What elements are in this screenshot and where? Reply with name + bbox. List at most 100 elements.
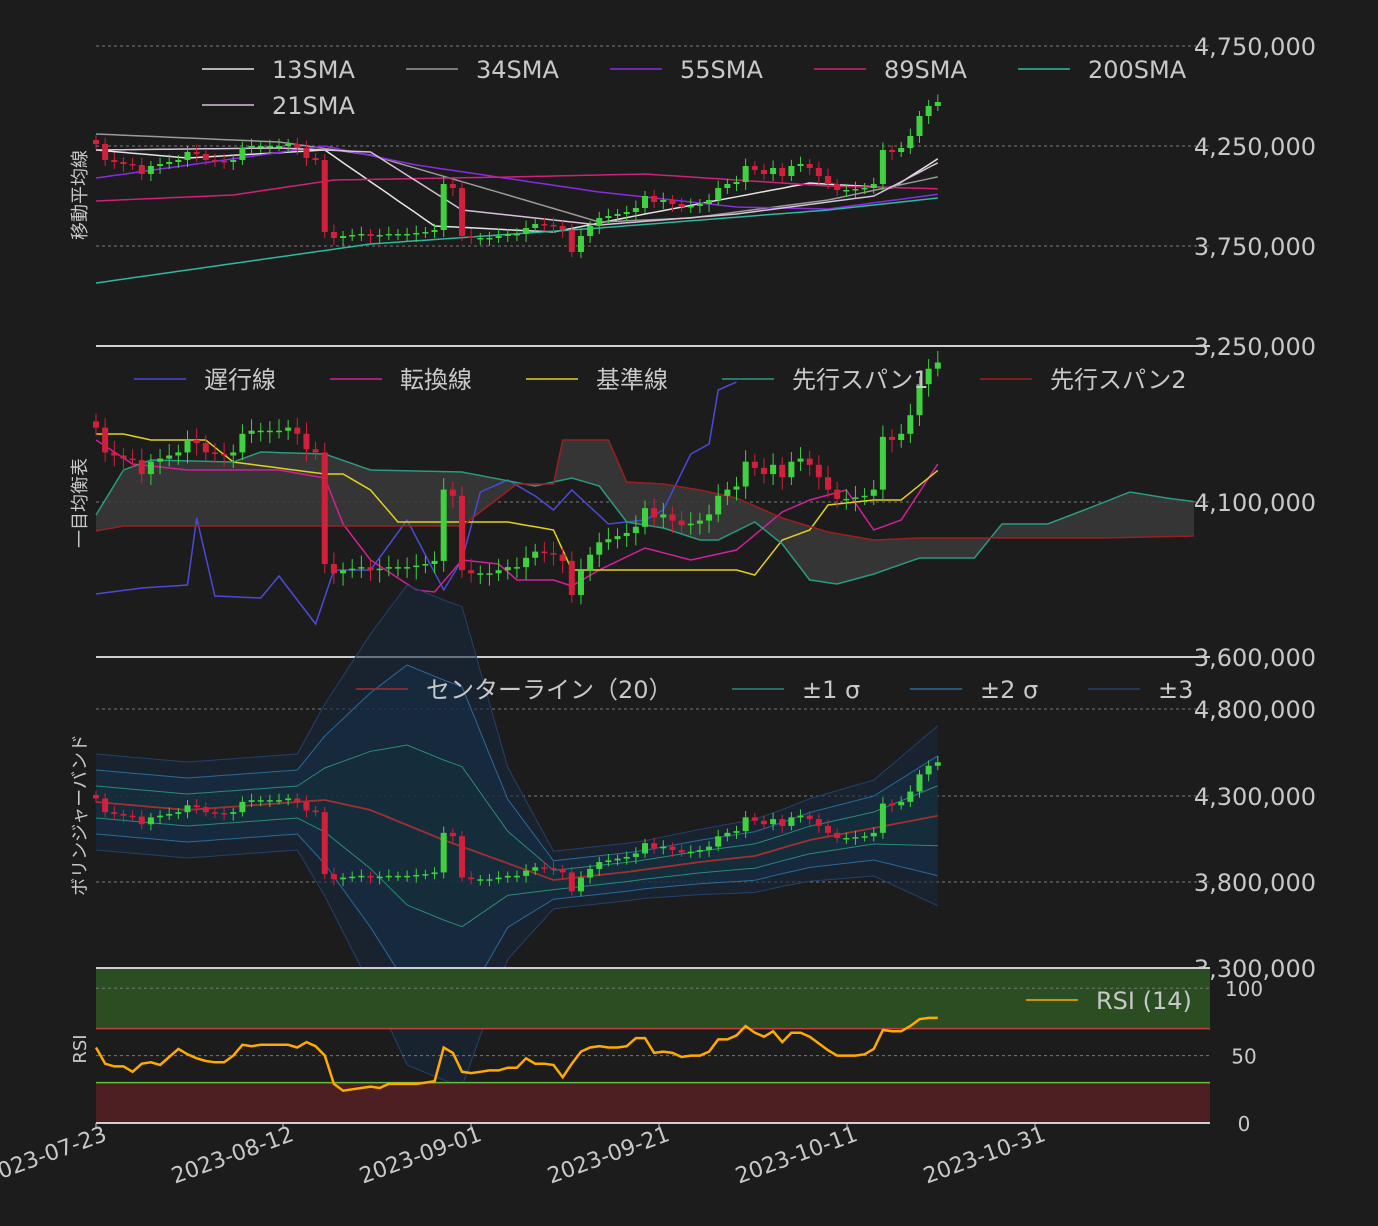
candle-body: [202, 154, 209, 160]
candle-body: [276, 146, 282, 148]
bollinger-band-line: [95, 817, 938, 928]
candle-body: [907, 415, 914, 434]
candle-body: [770, 464, 777, 475]
candle-body: [907, 791, 914, 802]
candle-body: [642, 843, 648, 854]
candle-body: [340, 236, 347, 238]
candle-body: [394, 875, 401, 878]
candle-body: [413, 233, 420, 235]
rsi-overbought-zone: [96, 968, 1210, 1029]
candle-body: [550, 868, 557, 870]
candle-body: [211, 452, 218, 454]
candle-body: [651, 196, 658, 202]
candle-body: [925, 106, 932, 116]
candle-body: [568, 230, 575, 252]
candle-body: [303, 433, 310, 450]
candle-body: [449, 184, 456, 188]
candle-body: [239, 433, 246, 453]
candle-body: [779, 168, 786, 176]
candle-body: [102, 144, 109, 160]
candle-body: [184, 805, 191, 813]
candle-body: [340, 570, 347, 574]
candle-body: [358, 875, 365, 878]
candle-body: [404, 567, 411, 569]
candle-body: [669, 514, 676, 521]
candle-body: [385, 234, 392, 236]
legend-label: 先行スパン1: [792, 366, 928, 394]
candle-body: [312, 810, 319, 813]
candle-body: [459, 836, 465, 878]
candle-body: [431, 872, 438, 875]
candle-body: [504, 234, 511, 236]
candle-body: [486, 879, 493, 881]
y-tick-label: 3,750,000: [1194, 233, 1316, 261]
candle-body: [760, 467, 767, 475]
candle-body: [248, 430, 255, 434]
candle-body: [166, 162, 173, 164]
candle-body: [577, 877, 584, 892]
candle-body: [120, 455, 127, 459]
candle-body: [184, 152, 191, 160]
candle-body: [596, 218, 603, 226]
legend-label: RSI (14): [1096, 987, 1192, 1015]
candle-body: [559, 226, 566, 230]
candle-body: [449, 832, 456, 837]
ichimoku-line: [96, 433, 939, 576]
candle-body: [175, 160, 182, 162]
candle-body: [550, 225, 557, 227]
candle-body: [614, 536, 621, 540]
candle-body: [623, 212, 630, 214]
candle-body: [202, 443, 209, 453]
candle-body: [815, 168, 822, 176]
candle-body: [916, 384, 923, 416]
candle-body: [129, 815, 136, 818]
y-tick-label: 3,300,000: [1194, 955, 1316, 983]
candle-body: [898, 433, 905, 440]
candle-body: [129, 458, 136, 461]
candle-body: [587, 868, 594, 878]
candles-bollinger: [93, 755, 941, 897]
candle-body: [321, 160, 328, 232]
candle-body: [376, 568, 383, 571]
candle-body: [934, 102, 941, 106]
candle-body: [870, 489, 877, 496]
candle-body: [138, 460, 145, 475]
candle-body: [843, 498, 850, 501]
candle-body: [157, 458, 164, 462]
candle-body: [925, 765, 932, 775]
candle-body: [385, 875, 392, 878]
candle-body: [632, 853, 639, 857]
candle-body: [477, 879, 484, 881]
candle-body: [440, 832, 447, 873]
candle-body: [468, 877, 475, 880]
candle-body: [495, 570, 502, 574]
candle-body: [934, 762, 941, 766]
ichimoku-line: [95, 439, 1195, 541]
candle-body: [459, 495, 465, 571]
candle-body: [861, 836, 868, 838]
candle-body: [431, 560, 438, 564]
series-55sma-line: [95, 145, 938, 210]
legend-label: 転換線: [400, 366, 472, 394]
candle-body: [513, 875, 520, 878]
candle-body: [797, 815, 804, 818]
candle-body: [797, 164, 804, 166]
candle-body: [367, 875, 374, 878]
candle-body: [358, 234, 365, 236]
candle-body: [733, 182, 740, 184]
candle-body: [294, 798, 301, 802]
legend-label: 先行スパン2: [1050, 366, 1186, 394]
candle-body: [486, 238, 493, 240]
candle-body: [349, 876, 356, 879]
legend-label: ±2 σ: [980, 676, 1038, 704]
candle-body: [477, 238, 484, 240]
candle-body: [193, 152, 200, 154]
candle-body: [230, 812, 237, 814]
candle-body: [770, 819, 777, 825]
candle-body: [221, 453, 228, 456]
y-tick-label: 3,800,000: [1194, 869, 1316, 897]
candle-body: [779, 464, 786, 478]
candle-body: [916, 774, 923, 792]
series-21sma-line: [95, 147, 939, 226]
candle-body: [916, 116, 923, 136]
